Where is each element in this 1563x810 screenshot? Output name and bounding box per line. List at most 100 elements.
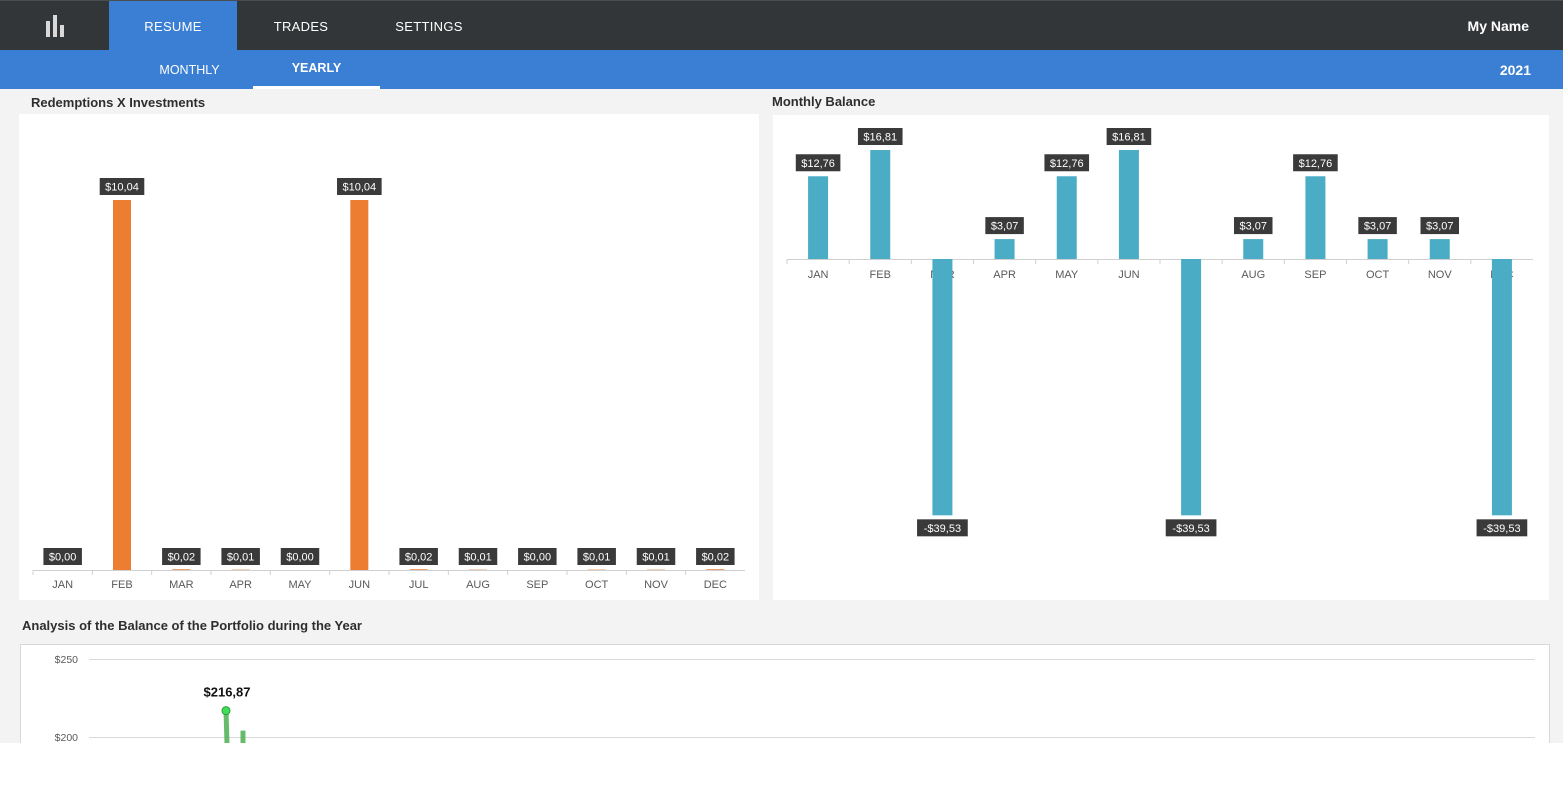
x-tick-label: MAY bbox=[1055, 269, 1079, 281]
data-label-nov: $3,07 bbox=[1426, 221, 1454, 233]
data-label-aug-bg bbox=[458, 548, 498, 565]
data-label-feb: $10,04 bbox=[105, 182, 139, 194]
bar-dec[interactable] bbox=[1491, 259, 1512, 516]
data-label-dec: -$39,53 bbox=[1483, 523, 1520, 535]
x-tick-label: FEB bbox=[111, 579, 132, 591]
data-label-mar: -$39,53 bbox=[924, 523, 961, 535]
x-tick-label: NOV bbox=[1428, 269, 1453, 281]
data-label-sep-bg bbox=[1293, 154, 1338, 172]
bar-feb[interactable] bbox=[113, 200, 131, 570]
x-tick-label: SEP bbox=[1304, 269, 1326, 281]
bar-jun[interactable] bbox=[1118, 150, 1139, 259]
bar-may[interactable] bbox=[1056, 176, 1077, 259]
user-name[interactable]: My Name bbox=[1467, 18, 1529, 34]
x-tick-label: MAR bbox=[169, 579, 194, 591]
bar-aug[interactable] bbox=[1243, 239, 1264, 259]
tab-trades[interactable]: TRADES bbox=[273, 18, 329, 34]
x-tick-label: SEP bbox=[526, 579, 548, 591]
balance-chart: JAN$12,76FEB$16,81MAR-$39,53APR$3,07MAY$… bbox=[786, 128, 1533, 537]
portfolio-panel: $250 $200 $216,87 bbox=[20, 644, 1550, 743]
x-tick-label: JAN bbox=[808, 269, 829, 281]
y-tick-label: $200 bbox=[55, 732, 79, 743]
x-tick-label: JUN bbox=[1118, 269, 1139, 281]
data-label-jun-bg bbox=[1106, 128, 1152, 145]
data-label-jul-bg bbox=[399, 548, 438, 565]
x-tick-label: OCT bbox=[1366, 269, 1390, 281]
app-window: RESUME TRADES SETTINGS My Name MONTHLY Y… bbox=[0, 0, 1563, 743]
data-label-oct: $0,01 bbox=[583, 552, 611, 564]
bar-mar[interactable] bbox=[172, 569, 191, 570]
data-label-jun-bg bbox=[337, 178, 382, 195]
bar-jul[interactable] bbox=[1181, 259, 1202, 516]
portfolio-title: Analysis of the Balance of the Portfolio… bbox=[22, 618, 362, 633]
data-label-sep-bg bbox=[518, 548, 557, 565]
x-tick-label: MAY bbox=[288, 579, 312, 591]
data-label-apr: $0,01 bbox=[227, 552, 255, 564]
x-tick-label: NOV bbox=[644, 579, 669, 591]
balance-panel: JAN$12,76FEB$16,81MAR-$39,53APR$3,07MAY$… bbox=[773, 115, 1549, 600]
data-label-mar-bg bbox=[917, 519, 968, 537]
sub-navbar: MONTHLY YEARLY 2021 bbox=[0, 50, 1563, 89]
data-label-oct-bg bbox=[577, 548, 616, 565]
portfolio-chart: $250 $200 $216,87 bbox=[55, 654, 1535, 743]
x-tick-label: AUG bbox=[466, 579, 490, 591]
data-label-feb-bg bbox=[857, 128, 903, 145]
bar-jan[interactable] bbox=[808, 176, 829, 259]
data-label-may: $0,00 bbox=[286, 552, 314, 564]
data-label-jul: -$39,53 bbox=[1172, 523, 1209, 535]
data-label-sep: $12,76 bbox=[1299, 158, 1333, 170]
tab-resume[interactable]: RESUME bbox=[109, 1, 237, 51]
y-tick-label: $250 bbox=[55, 654, 79, 666]
redemptions-title: Redemptions X Investments bbox=[31, 95, 206, 110]
data-label-dec-bg bbox=[696, 548, 735, 565]
bar-feb[interactable] bbox=[870, 150, 891, 259]
x-tick-label: OCT bbox=[585, 579, 609, 591]
portfolio-peak-point[interactable] bbox=[221, 706, 231, 716]
data-label-aug-bg bbox=[1234, 217, 1273, 235]
data-label-jan: $0,00 bbox=[49, 552, 77, 564]
data-label-apr: $3,07 bbox=[991, 221, 1019, 233]
bar-jul[interactable] bbox=[409, 569, 428, 570]
data-label-jan-bg bbox=[795, 154, 841, 172]
data-label-apr-bg bbox=[985, 217, 1024, 235]
bar-nov[interactable] bbox=[1429, 239, 1450, 259]
bar-sep[interactable] bbox=[1305, 176, 1326, 259]
data-label-aug: $3,07 bbox=[1239, 221, 1267, 233]
data-label-feb-bg bbox=[99, 178, 145, 195]
data-label-nov-bg bbox=[1420, 217, 1459, 235]
x-tick-label: AUG bbox=[1241, 269, 1265, 281]
data-label-mar-bg bbox=[162, 548, 201, 565]
bar-chart-icon[interactable] bbox=[0, 1, 109, 51]
data-label-aug: $0,01 bbox=[464, 552, 492, 564]
top-navbar: RESUME TRADES SETTINGS My Name bbox=[0, 0, 1563, 51]
data-label-sep: $0,00 bbox=[524, 552, 552, 564]
bar-apr[interactable] bbox=[994, 239, 1015, 259]
bar-oct[interactable] bbox=[1367, 239, 1388, 259]
x-tick-label: JUN bbox=[349, 579, 370, 591]
data-label-dec: $0,02 bbox=[702, 552, 730, 564]
data-label-jul-bg bbox=[1165, 519, 1217, 537]
subtab-monthly[interactable]: MONTHLY bbox=[159, 62, 220, 77]
data-label-may: $12,76 bbox=[1050, 158, 1084, 170]
x-tick-label: APR bbox=[229, 579, 252, 591]
data-label-feb: $16,81 bbox=[863, 132, 897, 144]
bar-jun[interactable] bbox=[350, 200, 369, 570]
portfolio-line bbox=[223, 710, 246, 743]
balance-title: Monthly Balance bbox=[772, 94, 876, 109]
data-label-nov: $0,01 bbox=[642, 552, 670, 564]
redemptions-panel: $0,00 JAN $10,04 FEB $0,02 MAR $0,01 APR $0,00 MA… bbox=[19, 114, 759, 600]
data-label-jul: $0,02 bbox=[405, 552, 433, 564]
data-label-may-bg bbox=[1044, 154, 1090, 172]
data-label-dec-bg bbox=[1476, 519, 1528, 537]
x-tick-label: APR bbox=[993, 269, 1016, 281]
data-label-apr-bg bbox=[221, 548, 260, 565]
bar-mar[interactable] bbox=[932, 259, 953, 516]
bar-dec[interactable] bbox=[706, 569, 725, 570]
x-tick-label: JUL bbox=[409, 579, 429, 591]
subtab-yearly[interactable]: YEARLY bbox=[253, 50, 380, 89]
tab-settings[interactable]: SETTINGS bbox=[395, 18, 463, 34]
data-label-jun: $16,81 bbox=[1112, 132, 1146, 144]
data-label-oct: $3,07 bbox=[1364, 221, 1392, 233]
data-label-may-bg bbox=[280, 548, 320, 565]
data-label-oct-bg bbox=[1358, 217, 1397, 235]
